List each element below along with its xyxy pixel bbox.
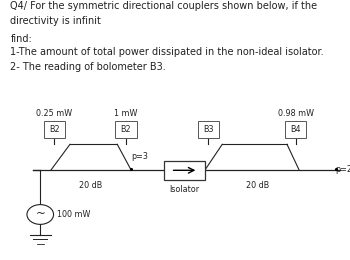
Text: 0.98 mW: 0.98 mW bbox=[278, 109, 314, 118]
Text: 1 mW: 1 mW bbox=[114, 109, 138, 118]
Bar bbox=[164, 160, 204, 180]
Text: find:: find: bbox=[10, 34, 32, 44]
Text: Isolator: Isolator bbox=[169, 185, 200, 194]
Text: Q4/ For the symmetric directional couplers shown below, if the: Q4/ For the symmetric directional couple… bbox=[10, 1, 318, 11]
Text: 0.25 mW: 0.25 mW bbox=[36, 109, 72, 118]
Text: directivity is infinit: directivity is infinit bbox=[10, 16, 102, 25]
Text: B4: B4 bbox=[290, 125, 301, 134]
Bar bbox=[44, 121, 65, 138]
Text: 100 mW: 100 mW bbox=[57, 210, 90, 219]
Text: 20 dB: 20 dB bbox=[246, 181, 269, 190]
Bar bbox=[198, 121, 219, 138]
Text: B2: B2 bbox=[121, 125, 131, 134]
Circle shape bbox=[27, 205, 54, 224]
Text: B2: B2 bbox=[49, 125, 60, 134]
Bar bbox=[116, 121, 136, 138]
Text: 2- The reading of bolometer B3.: 2- The reading of bolometer B3. bbox=[10, 62, 166, 72]
Text: p=2: p=2 bbox=[335, 165, 350, 174]
Text: ~: ~ bbox=[35, 207, 45, 220]
Text: B3: B3 bbox=[203, 125, 214, 134]
Text: 1-The amount of total power dissipated in the non-ideal isolator.: 1-The amount of total power dissipated i… bbox=[10, 47, 324, 57]
Bar bbox=[285, 121, 306, 138]
Text: p=3: p=3 bbox=[131, 152, 148, 161]
Text: 20 dB: 20 dB bbox=[79, 181, 103, 190]
